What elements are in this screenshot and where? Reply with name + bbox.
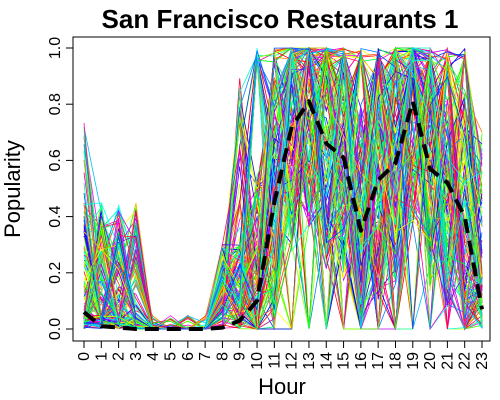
y-tick-label: 0.8 (47, 93, 64, 115)
y-tick-label: 1.0 (47, 37, 64, 59)
x-tick-label: 12 (284, 352, 301, 370)
x-tick-label: 0 (76, 352, 93, 361)
y-tick-label: 0.2 (47, 262, 64, 284)
y-axis: 0.0 0.2 0.4 0.6 0.8 1.0 (47, 37, 73, 340)
x-tick-label: 6 (180, 352, 197, 361)
restaurant-series-line (83, 47, 483, 330)
x-tick-label: 10 (249, 352, 266, 370)
x-tick-label: 20 (422, 352, 439, 370)
restaurant-series-line (83, 47, 483, 330)
restaurant-series-line (83, 48, 483, 330)
x-tick-label: 2 (111, 352, 128, 361)
x-tick-label: 11 (266, 352, 283, 369)
x-tick-label: 3 (128, 352, 145, 361)
x-tick-label: 15 (336, 352, 353, 370)
x-tick-label: 21 (439, 352, 456, 370)
x-tick-label: 16 (353, 352, 370, 370)
y-tick-label: 0.0 (47, 318, 64, 340)
y-axis-label: Popularity (0, 140, 25, 238)
x-tick-label: 23 (474, 352, 491, 370)
x-axis-label: Hour (258, 374, 306, 399)
x-tick-label: 8 (214, 352, 231, 361)
x-tick-label: 18 (387, 352, 404, 370)
y-tick-label: 0.6 (47, 149, 64, 171)
x-tick-label: 4 (145, 352, 162, 361)
x-tick-label: 5 (163, 352, 180, 361)
plot-frame (72, 36, 491, 342)
x-axis: 0 1 2 3 4 5 6 7 8 9 10 11 12 13 14 15 16 17 18 19 20 21 22 23 (76, 341, 491, 370)
chart-title: San Francisco Restaurants 1 (102, 4, 459, 34)
x-tick-label: 17 (370, 352, 387, 370)
x-tick-label: 19 (405, 352, 422, 370)
x-tick-label: 9 (232, 352, 249, 361)
restaurant-series-line (83, 47, 483, 331)
x-tick-label: 1 (93, 352, 110, 361)
plot-area (83, 46, 483, 331)
mean-line-layer (82, 99, 484, 331)
restaurant-series-line (83, 47, 483, 330)
x-tick-label: 7 (197, 352, 214, 361)
mean-series-line (82, 99, 484, 331)
y-tick-label: 0.4 (47, 205, 64, 227)
x-tick-label: 14 (318, 352, 335, 370)
x-tick-label: 22 (457, 352, 474, 370)
x-tick-label: 13 (301, 352, 318, 370)
